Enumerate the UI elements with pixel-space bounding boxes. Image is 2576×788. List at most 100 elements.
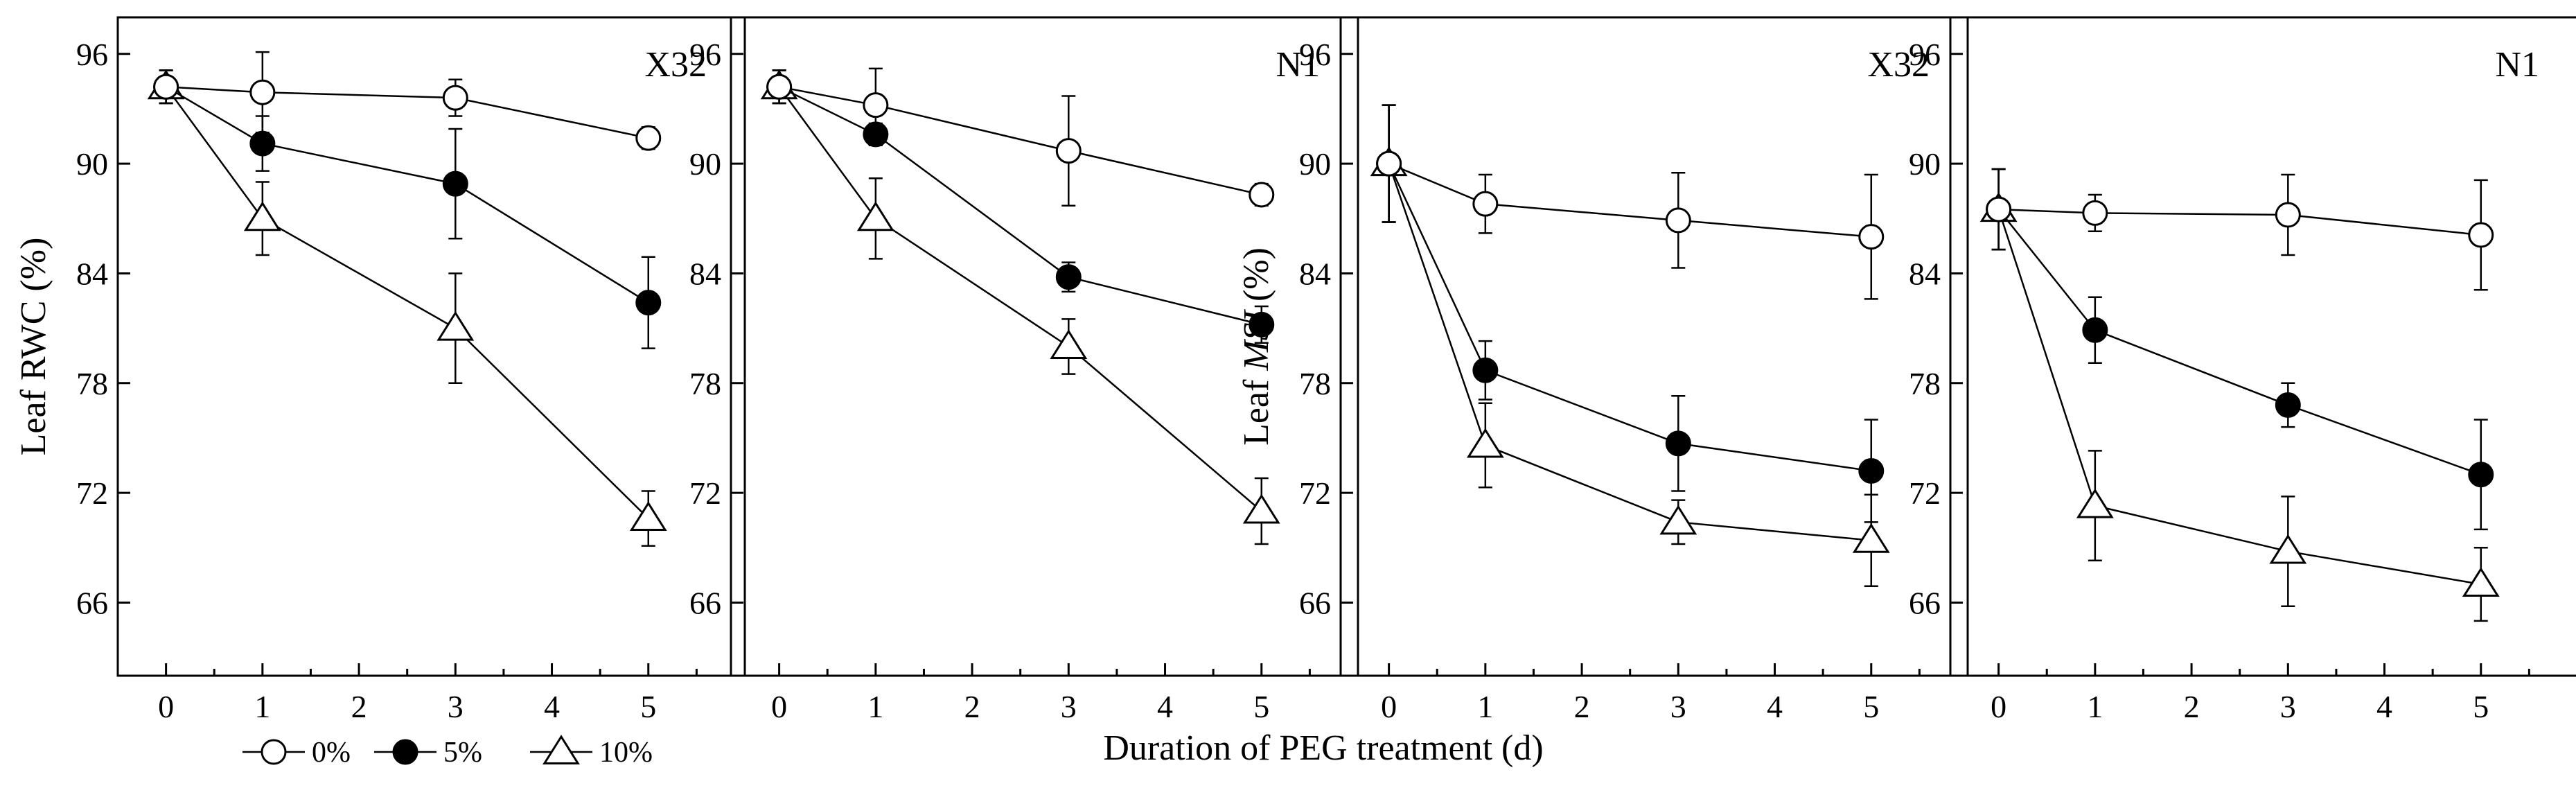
x-tick-label: 1 (2087, 689, 2103, 724)
panel-4: 66 72 78 84 90 96 0 1 2 3 4 5 N1 (1909, 16, 2576, 724)
series-10% (147, 69, 667, 547)
legend-label: 5% (443, 737, 482, 769)
x-tick-label: 3 (2280, 689, 2296, 724)
y-axis-title-suffix: (%) (1237, 247, 1276, 310)
data-point (1665, 430, 1691, 457)
data-point (1050, 329, 1088, 359)
y-tick-label: 66 (1909, 585, 1941, 620)
panel-1: 66 72 78 84 90 96 0 1 2 3 4 5 X32 Leaf RWC (%) (14, 16, 746, 724)
legend: 0% 5% 10% (242, 735, 653, 769)
series-line (1997, 209, 2482, 475)
data-point (1472, 357, 1499, 383)
data-point (766, 73, 793, 100)
series-10% (1370, 104, 1890, 587)
x-tick-label: 2 (2184, 689, 2200, 724)
panel-2: 66 72 78 84 90 96 0 1 2 3 4 5 N1 (689, 16, 1359, 724)
y-axis-title-prefix: Leaf (14, 380, 53, 455)
y-tick-label: 72 (1909, 475, 1941, 511)
x-tick-label: 5 (640, 689, 656, 724)
x-tick-label: 3 (1670, 689, 1686, 724)
legend-marker (542, 735, 580, 764)
y-tick-label: 78 (1299, 366, 1331, 401)
legend-label: 0% (312, 737, 351, 769)
series-line (165, 86, 649, 519)
x-tick-label: 4 (2376, 689, 2392, 724)
y-tick-label: 84 (1299, 256, 1331, 291)
data-point (635, 290, 662, 316)
x-tick-label: 4 (544, 689, 560, 724)
y-tick-label: 78 (1909, 366, 1941, 401)
x-axis-title: Duration of PEG treatment (d) (1103, 728, 1543, 768)
y-tick-label: 90 (76, 146, 108, 182)
x-tick-label: 3 (448, 689, 464, 724)
panel-label: X32 (644, 45, 707, 85)
data-point (249, 130, 276, 157)
x-tick-label: 5 (1863, 689, 1879, 724)
data-point (2468, 222, 2494, 248)
data-point (2462, 567, 2500, 597)
series-0% (1986, 168, 2494, 291)
y-tick-label: 96 (76, 37, 108, 72)
series-line (1998, 208, 2481, 236)
series-5% (766, 69, 1275, 344)
y-tick-label: 84 (76, 256, 108, 291)
plot-frame (1339, 16, 1969, 677)
data-point (2275, 202, 2301, 228)
x-tick-label: 5 (1253, 689, 1269, 724)
y-tick-label: 90 (1299, 146, 1331, 182)
series-line (166, 86, 649, 139)
legend-marker (261, 739, 287, 765)
legend-item-10%: 10% (530, 735, 653, 769)
data-point (153, 73, 179, 100)
series-line (1388, 163, 1871, 541)
y-tick-label: 78 (76, 366, 108, 401)
series-5% (153, 69, 662, 349)
data-point (1659, 505, 1697, 535)
y-tick-label: 96 (1909, 37, 1941, 72)
x-tick-label: 2 (1574, 689, 1590, 724)
panel-label: X32 (1867, 45, 1930, 85)
data-point (863, 92, 889, 119)
series-0% (1376, 104, 1885, 300)
y-tick-label: 72 (76, 475, 108, 511)
data-point (1466, 428, 1504, 458)
x-tick-label: 5 (2473, 689, 2489, 724)
data-point (1858, 457, 1885, 484)
data-point (856, 201, 894, 231)
data-point (1242, 493, 1280, 524)
y-tick-label: 66 (689, 585, 721, 620)
y-axis-title-main: MSI (1237, 308, 1276, 371)
x-tick-label: 1 (1477, 689, 1493, 724)
x-tick-label: 2 (964, 689, 980, 724)
data-point (1472, 191, 1499, 217)
x-tick-label: 4 (1767, 689, 1783, 724)
data-point (2468, 462, 2494, 488)
y-tick-label: 90 (689, 146, 721, 182)
y-tick-label: 66 (1299, 585, 1331, 620)
series-0% (766, 67, 1275, 208)
series-0% (153, 51, 662, 151)
plot-frame (116, 16, 746, 677)
data-point (243, 201, 281, 231)
plot-frame (730, 16, 1359, 677)
series-line (1388, 163, 1871, 472)
data-point (629, 501, 667, 532)
legend-item-5%: 5% (374, 737, 482, 769)
x-tick-label: 3 (1061, 689, 1077, 724)
x-tick-label: 0 (158, 689, 174, 724)
legend-marker (392, 739, 418, 765)
series-line (1388, 162, 1871, 238)
x-tick-label: 1 (867, 689, 883, 724)
y-tick-label: 96 (1299, 37, 1331, 72)
panel-3: 66 72 78 84 90 96 0 1 2 3 4 5 X32 Leaf MSI (%) (1237, 16, 1969, 724)
y-tick-label: 72 (689, 475, 721, 511)
data-point (442, 85, 468, 111)
y-tick-label: 90 (1909, 146, 1941, 182)
data-point (2275, 392, 2301, 418)
y-tick-label: 72 (1299, 475, 1331, 511)
data-point (2082, 200, 2108, 226)
series-line (779, 86, 1262, 196)
y-axis-title-prefix: Leaf (1237, 371, 1276, 446)
data-point (1665, 207, 1691, 234)
